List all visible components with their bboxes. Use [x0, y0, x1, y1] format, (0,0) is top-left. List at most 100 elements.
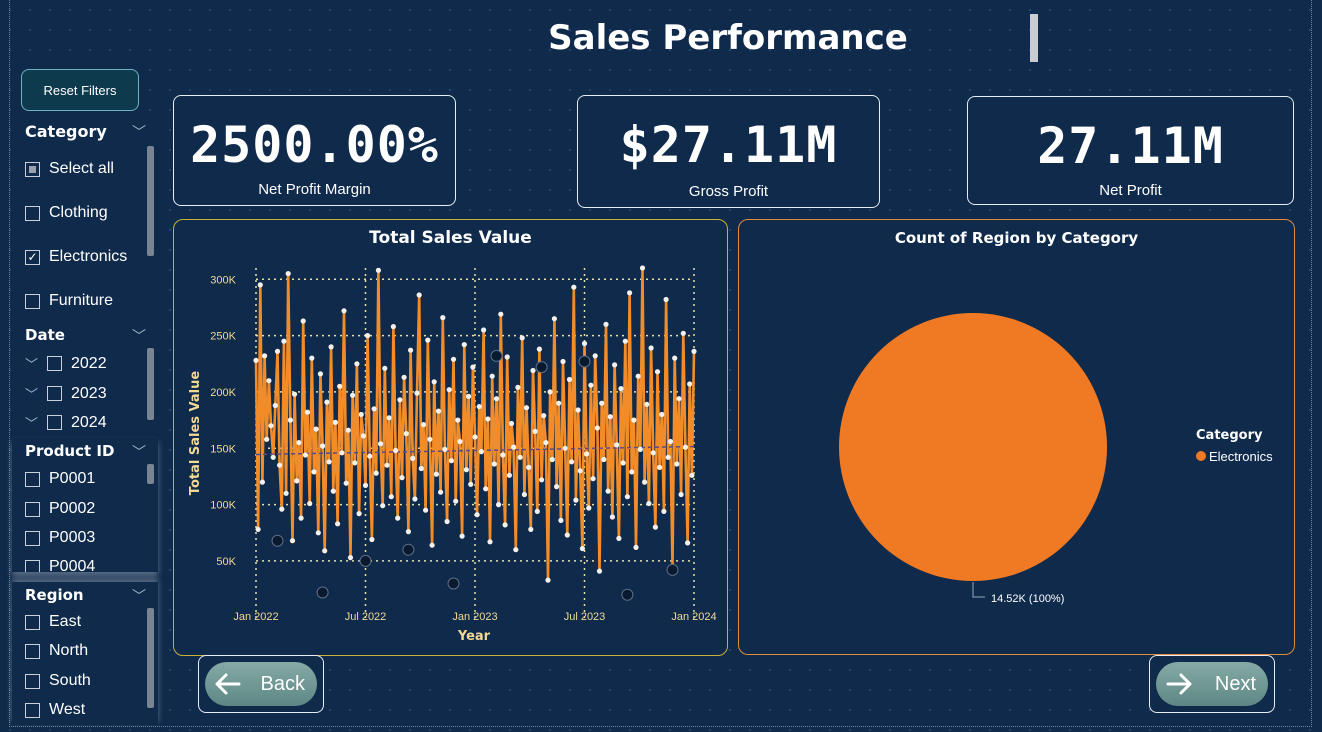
data-point[interactable] [496, 502, 502, 508]
data-point[interactable] [435, 408, 442, 414]
data-point[interactable] [652, 524, 658, 530]
data-point[interactable] [304, 409, 311, 415]
data-point[interactable] [414, 390, 420, 396]
category-option-furniture[interactable]: Furniture [25, 292, 113, 310]
data-point[interactable] [487, 539, 493, 545]
expand-chevron-icon[interactable]: ﹀ [25, 357, 39, 372]
data-point[interactable] [369, 536, 375, 543]
data-point[interactable] [478, 449, 484, 455]
data-point[interactable] [444, 518, 450, 525]
data-point[interactable] [470, 364, 476, 370]
data-point[interactable] [674, 461, 680, 467]
data-point[interactable] [627, 290, 633, 296]
data-point[interactable] [635, 373, 641, 379]
data-point[interactable] [646, 500, 652, 507]
data-point[interactable] [377, 441, 384, 447]
data-point[interactable] [307, 500, 313, 507]
data-point[interactable] [341, 308, 347, 314]
data-point[interactable] [687, 381, 693, 387]
checkbox[interactable] [25, 530, 40, 546]
anomaly-marker[interactable] [621, 588, 634, 601]
data-point[interactable] [554, 484, 560, 490]
data-point[interactable] [543, 440, 549, 446]
data-point[interactable] [558, 517, 564, 523]
product-option-p0003[interactable]: P0003 [25, 529, 95, 547]
data-point[interactable] [654, 369, 661, 375]
data-point[interactable] [350, 392, 356, 398]
data-point[interactable] [528, 526, 534, 532]
data-point[interactable] [466, 393, 472, 399]
data-point[interactable] [382, 365, 388, 371]
data-point[interactable] [296, 440, 302, 446]
data-point[interactable] [399, 475, 405, 481]
data-point[interactable] [481, 327, 487, 333]
data-point[interactable] [691, 348, 697, 354]
anomaly-marker[interactable] [359, 554, 372, 567]
category-option-clothing[interactable]: Clothing [25, 204, 108, 222]
expand-chevron-icon[interactable]: ﹀ [25, 416, 39, 431]
data-point[interactable] [356, 511, 362, 517]
checkbox[interactable] [25, 205, 40, 221]
product-option-p0002[interactable]: P0002 [25, 500, 95, 518]
data-point[interactable] [493, 396, 500, 402]
data-point[interactable] [629, 469, 635, 475]
data-point[interactable] [551, 316, 557, 322]
data-point[interactable] [292, 391, 298, 397]
data-point[interactable] [616, 535, 622, 541]
data-point[interactable] [682, 444, 688, 450]
data-point[interactable] [302, 452, 308, 458]
data-point[interactable] [508, 420, 515, 427]
data-point[interactable] [541, 413, 547, 419]
date-option-2023[interactable]: ﹀ 2023 [25, 384, 107, 403]
data-point[interactable] [603, 321, 609, 327]
data-point[interactable] [427, 436, 433, 442]
data-point[interactable] [450, 356, 457, 362]
checkbox-partial[interactable] [25, 161, 40, 177]
data-point[interactable] [526, 464, 532, 470]
data-point[interactable] [511, 444, 517, 450]
data-point[interactable] [581, 340, 588, 347]
checkbox[interactable] [25, 614, 40, 630]
data-point[interactable] [648, 345, 654, 351]
data-point[interactable] [586, 505, 592, 511]
data-point[interactable] [639, 265, 646, 271]
data-point[interactable] [405, 529, 411, 535]
checkbox[interactable] [25, 501, 40, 517]
scrollbar[interactable] [147, 464, 154, 484]
data-point[interactable] [401, 374, 407, 380]
data-point[interactable] [491, 461, 497, 467]
data-point[interactable] [618, 386, 624, 392]
data-point[interactable] [438, 489, 444, 495]
data-point[interactable] [281, 338, 287, 344]
pie-slice-electronics[interactable] [839, 313, 1107, 581]
data-point[interactable] [373, 470, 379, 476]
chevron-down-icon[interactable]: ﹀ [132, 588, 146, 604]
anomaly-marker[interactable] [490, 349, 503, 362]
data-point[interactable] [472, 434, 478, 440]
data-point[interactable] [395, 515, 401, 521]
data-point[interactable] [575, 407, 581, 413]
anomaly-marker[interactable] [666, 563, 679, 576]
data-point[interactable] [330, 488, 336, 494]
scrollbar[interactable] [147, 348, 154, 420]
data-point[interactable] [547, 389, 553, 395]
anomaly-marker[interactable] [316, 586, 329, 599]
data-point[interactable] [485, 416, 491, 422]
data-point[interactable] [309, 355, 315, 361]
data-point[interactable] [384, 462, 390, 468]
data-point[interactable] [431, 379, 437, 385]
data-point[interactable] [642, 479, 648, 485]
data-point[interactable] [661, 508, 667, 514]
data-point[interactable] [463, 467, 469, 473]
data-point[interactable] [506, 472, 512, 478]
back-button-pill[interactable]: Back [205, 662, 317, 706]
data-point[interactable] [429, 542, 435, 548]
data-point[interactable] [365, 333, 371, 339]
checkbox[interactable] [25, 643, 40, 659]
data-point[interactable] [416, 292, 422, 298]
data-point[interactable] [298, 515, 304, 521]
data-point[interactable] [614, 442, 620, 448]
data-point[interactable] [689, 472, 695, 478]
data-point[interactable] [483, 486, 489, 492]
data-point[interactable] [536, 346, 542, 352]
